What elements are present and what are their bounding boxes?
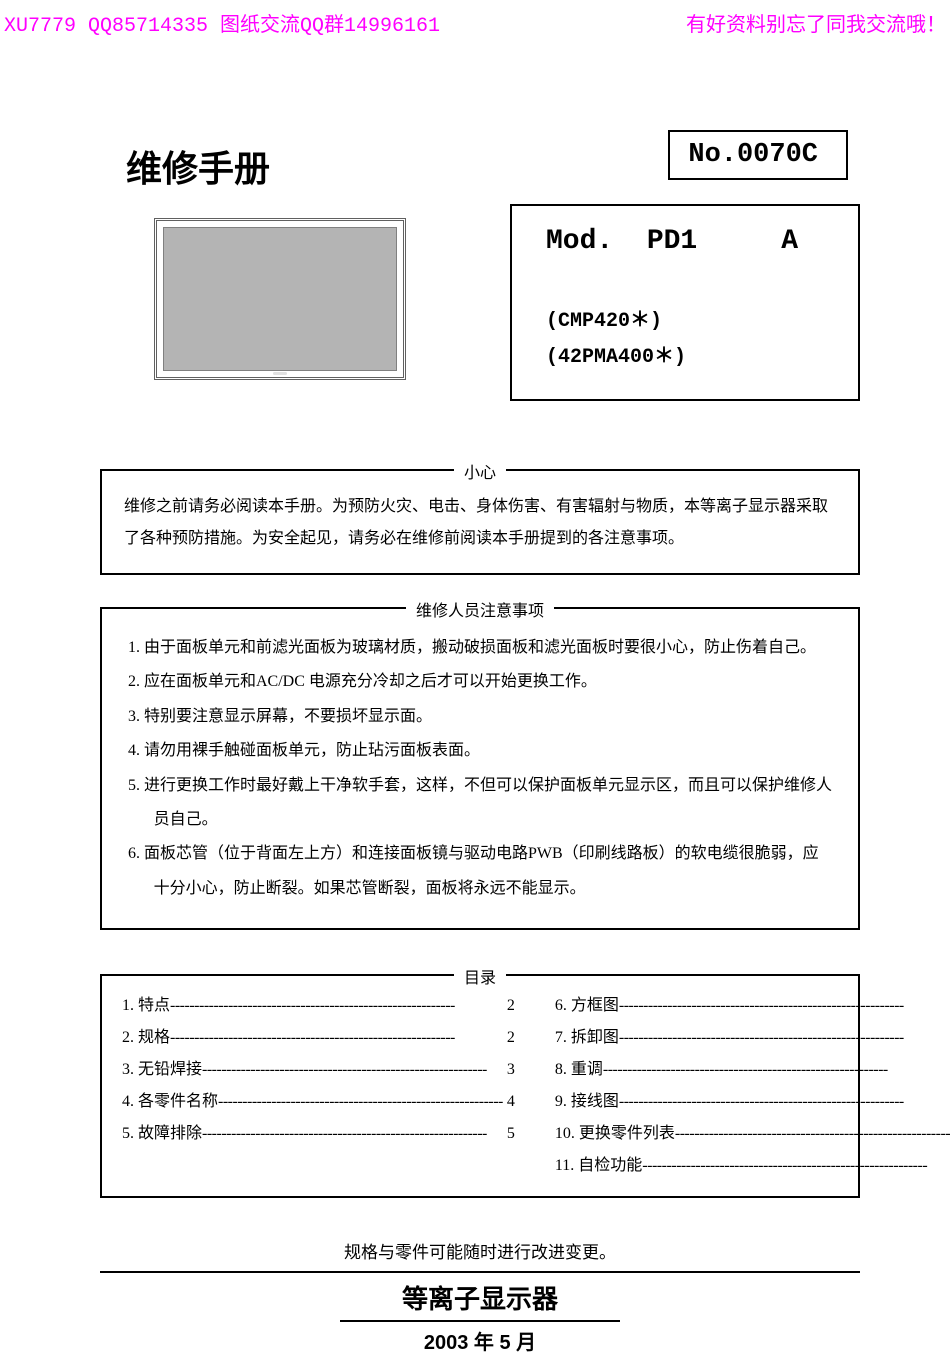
toc-dashes: [170, 1022, 503, 1054]
model-line: Mod. PD1 A: [546, 226, 834, 257]
toc-page: 4: [503, 1086, 515, 1118]
toc-section: 目录 1. 特点 22. 规格 23. 无铅焊接 34. 各零件名称 45. 故…: [100, 974, 860, 1198]
toc-entry: 5. 故障排除 5: [122, 1118, 515, 1150]
toc-page: 5: [503, 1118, 515, 1150]
toc-entry-label: 10. 更换零件列表: [555, 1118, 675, 1150]
header-row: 维修手册 No.0070C: [100, 130, 860, 192]
toc-entry-label: 7. 拆卸图: [555, 1022, 619, 1054]
toc-entry-label: 6. 方框图: [555, 990, 619, 1022]
toc-dashes: [619, 1086, 950, 1118]
toc-entry: 9. 接线图 22: [555, 1086, 950, 1118]
toc-entry: 3. 无铅焊接 3: [122, 1054, 515, 1086]
toc-entry-label: 4. 各零件名称: [122, 1086, 218, 1118]
notice-item: 2. 应在面板单元和AC/DC 电源充分冷却之后才可以开始更换工作。: [128, 665, 832, 699]
toc-entry: 11. 自检功能 26: [555, 1150, 950, 1182]
notice-item: 6. 面板芯管（位于背面左上方）和连接面板镜与驱动电路PWB（印刷线路板）的软电…: [128, 837, 832, 906]
page-content: 维修手册 No.0070C Mod. PD1 A (CMP420＊) (42PM…: [100, 130, 860, 1355]
footer: 规格与零件可能随时进行改进变更。 等离子显示器 2003 年 5 月: [100, 1238, 860, 1355]
model-box: Mod. PD1 A (CMP420＊) (42PMA400＊): [510, 204, 860, 401]
manual-title: 维修手册: [126, 140, 270, 192]
toc-entry-label: 9. 接线图: [555, 1086, 619, 1118]
toc-page: 2: [503, 990, 515, 1022]
submodel-1: (CMP420＊): [546, 303, 834, 333]
toc-dashes: [619, 1022, 950, 1054]
notice-item: 3. 特别要注意显示屏幕，不要损坏显示面。: [128, 700, 832, 734]
toc-dashes: [202, 1054, 503, 1086]
publication-date: 2003 年 5 月: [100, 1326, 860, 1355]
product-type: 等离子显示器: [100, 1279, 860, 1316]
toc-entry-label: 2. 规格: [122, 1022, 170, 1054]
notice-item: 4. 请勿用裸手触碰面板单元，防止玷污面板表面。: [128, 734, 832, 768]
toc-dashes: [642, 1150, 950, 1182]
toc-entry: 6. 方框图 14: [555, 990, 950, 1022]
caution-label: 小心: [454, 459, 506, 483]
toc-entry: 2. 规格 2: [122, 1022, 515, 1054]
toc-entry-label: 3. 无铅焊接: [122, 1054, 202, 1086]
toc-column-left: 1. 特点 22. 规格 23. 无铅焊接 34. 各零件名称 45. 故障排除…: [122, 990, 515, 1182]
toc-entry-label: 5. 故障排除: [122, 1118, 202, 1150]
spec-change-note: 规格与零件可能随时进行改进变更。: [100, 1238, 860, 1263]
watermark-banner: XU7779 QQ85714335 图纸交流QQ群14996161 有好资料别忘…: [4, 8, 946, 38]
notice-item: 5. 进行更换工作时最好戴上干净软手套，这样，不但可以保护面板单元显示区，而且可…: [128, 769, 832, 838]
toc-entry-label: 1. 特点: [122, 990, 170, 1022]
toc-dashes: [202, 1118, 503, 1150]
toc-column-right: 6. 方框图 147. 拆卸图 158. 重调 189. 接线图 2210. 更…: [555, 990, 950, 1182]
toc-dashes: [170, 990, 503, 1022]
toc-dashes: [603, 1054, 950, 1086]
notice-section: 维修人员注意事项 1. 由于面板单元和前滤光面板为玻璃材质，搬动破损面板和滤光面…: [100, 607, 860, 930]
notice-item: 1. 由于面板单元和前滤光面板为玻璃材质，搬动破损面板和滤光面板时要很小心，防止…: [128, 631, 832, 665]
caution-body: 维修之前请务必阅读本手册。为预防火灾、电击、身体伤害、有害辐射与物质，本等离子显…: [124, 491, 836, 555]
toc-entry: 1. 特点 2: [122, 990, 515, 1022]
notice-list: 1. 由于面板单元和前滤光面板为玻璃材质，搬动破损面板和滤光面板时要很小心，防止…: [128, 631, 832, 906]
toc-entry: 7. 拆卸图 15: [555, 1022, 950, 1054]
toc-dashes: [619, 990, 950, 1022]
product-illustration: [154, 218, 406, 380]
notice-label: 维修人员注意事项: [406, 597, 554, 621]
toc-entry-label: 11. 自检功能: [555, 1150, 642, 1182]
caution-section: 小心 维修之前请务必阅读本手册。为预防火灾、电击、身体伤害、有害辐射与物质，本等…: [100, 469, 860, 575]
watermark-right: 有好资料别忘了同我交流哦！: [686, 8, 946, 38]
submodel-2: (42PMA400＊): [546, 339, 834, 369]
watermark-left: XU7779 QQ85714335 图纸交流QQ群14996161: [4, 8, 440, 38]
toc-entry: 10. 更换零件列表 24: [555, 1118, 950, 1150]
toc-entry: 4. 各零件名称 4: [122, 1086, 515, 1118]
toc-page: 2: [503, 1022, 515, 1054]
toc-entry-label: 8. 重调: [555, 1054, 603, 1086]
document-number-box: No.0070C: [668, 130, 848, 180]
toc-dashes: [675, 1118, 950, 1150]
toc-label: 目录: [454, 964, 506, 988]
toc-entry: 8. 重调 18: [555, 1054, 950, 1086]
toc-page: 3: [503, 1054, 515, 1086]
toc-dashes: [218, 1086, 503, 1118]
